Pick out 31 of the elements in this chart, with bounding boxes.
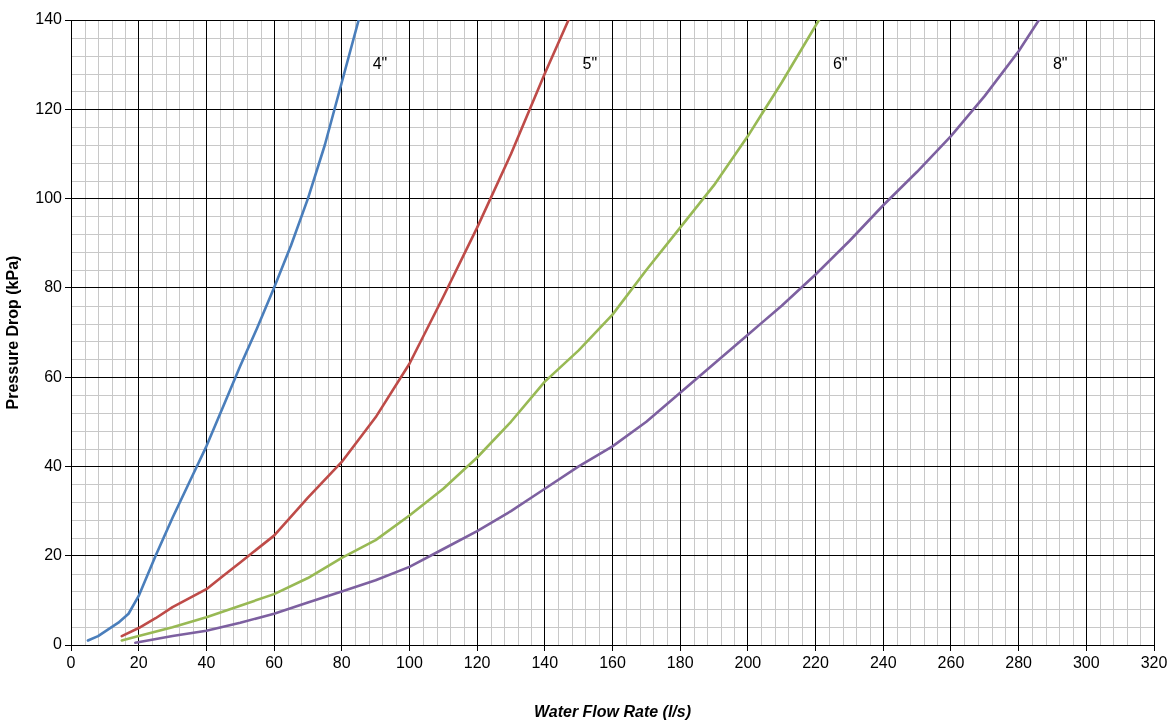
y-tick-label: 140 (35, 10, 63, 28)
x-tick-label: 120 (463, 654, 491, 672)
x-tick-label: 200 (734, 654, 762, 672)
x-tick-label: 280 (1005, 654, 1033, 672)
x-tick-label: 80 (332, 654, 351, 672)
x-tick-label: 180 (666, 654, 694, 672)
x-tick-label: 300 (1072, 654, 1100, 672)
x-tick-label: 320 (1140, 654, 1168, 672)
x-tick-label: 100 (396, 654, 423, 672)
x-tick-label: 160 (599, 654, 626, 672)
x-tick-label: 0 (66, 654, 76, 672)
series-label: 8" (1052, 55, 1068, 73)
y-tick-label: 40 (44, 456, 63, 474)
series-label: 6" (832, 55, 848, 73)
y-axis-title: Pressure Drop (kPa) (4, 255, 22, 410)
x-tick-label: 240 (869, 654, 897, 672)
x-tick-label: 20 (129, 654, 148, 672)
x-tick-label: 260 (937, 654, 965, 672)
series-label: 5" (582, 55, 598, 73)
x-tick-label: 220 (802, 654, 830, 672)
x-tick-label: 140 (531, 654, 559, 672)
y-tick-label: 60 (44, 367, 63, 385)
y-tick-label: 120 (35, 99, 63, 117)
y-tick-label: 100 (35, 188, 63, 206)
series-label: 4" (372, 55, 388, 73)
y-tick-label: 0 (53, 635, 63, 653)
y-tick-label: 20 (44, 546, 63, 564)
x-axis-title: Water Flow Rate (l/s) (533, 702, 692, 720)
x-tick-label: 60 (265, 654, 284, 672)
y-tick-label: 80 (44, 278, 63, 296)
x-tick-label: 40 (197, 654, 216, 672)
